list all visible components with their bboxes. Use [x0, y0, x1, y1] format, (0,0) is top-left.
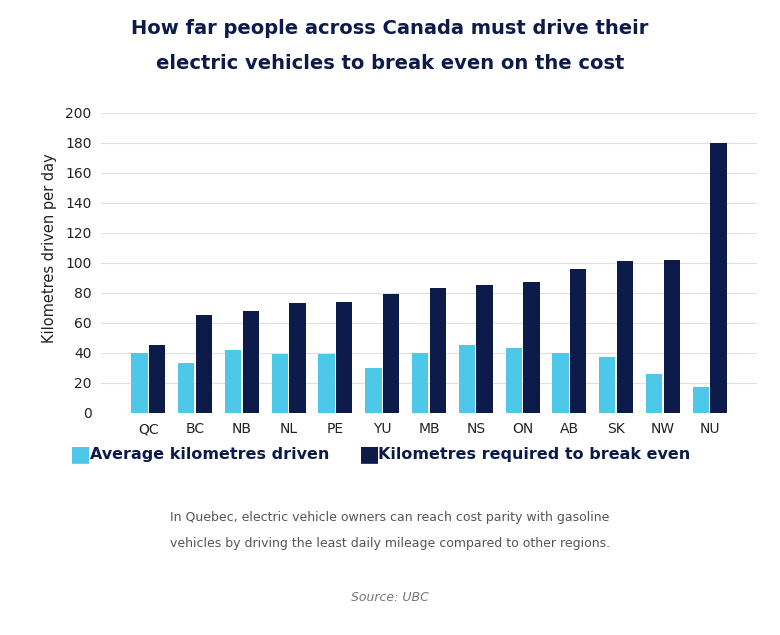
Bar	[523, 282, 540, 413]
Bar	[477, 285, 493, 413]
Bar	[149, 345, 165, 413]
Bar	[178, 363, 194, 413]
Bar	[552, 352, 569, 413]
Bar	[711, 143, 727, 413]
Bar	[646, 374, 662, 413]
Bar	[225, 350, 241, 413]
Text: Source: UBC: Source: UBC	[351, 591, 429, 603]
Bar	[430, 288, 446, 413]
Bar	[289, 303, 306, 413]
Bar	[505, 348, 522, 413]
Bar	[693, 387, 709, 413]
Bar	[599, 358, 615, 413]
Bar	[383, 294, 399, 413]
Bar	[459, 345, 475, 413]
Text: Kilometres required to break even: Kilometres required to break even	[378, 446, 690, 462]
Text: vehicles by driving the least daily mileage compared to other regions.: vehicles by driving the least daily mile…	[170, 537, 610, 549]
Bar	[617, 261, 633, 413]
Text: In Quebec, electric vehicle owners can reach cost parity with gasoline: In Quebec, electric vehicle owners can r…	[170, 511, 610, 524]
Bar	[365, 368, 381, 413]
Bar	[412, 352, 428, 413]
Bar	[271, 354, 288, 413]
Bar	[243, 311, 259, 413]
Bar	[196, 315, 212, 413]
Text: Average kilometres driven: Average kilometres driven	[90, 446, 329, 462]
Text: ■: ■	[70, 444, 91, 464]
Text: How far people across Canada must drive their: How far people across Canada must drive …	[131, 19, 649, 38]
Bar	[318, 354, 335, 413]
Text: ■: ■	[359, 444, 380, 464]
Y-axis label: Kilometres driven per day: Kilometres driven per day	[42, 153, 57, 342]
Bar	[336, 302, 353, 413]
Bar	[664, 260, 680, 413]
Bar	[131, 352, 147, 413]
Text: electric vehicles to break even on the cost: electric vehicles to break even on the c…	[156, 54, 624, 73]
Bar	[570, 269, 587, 413]
